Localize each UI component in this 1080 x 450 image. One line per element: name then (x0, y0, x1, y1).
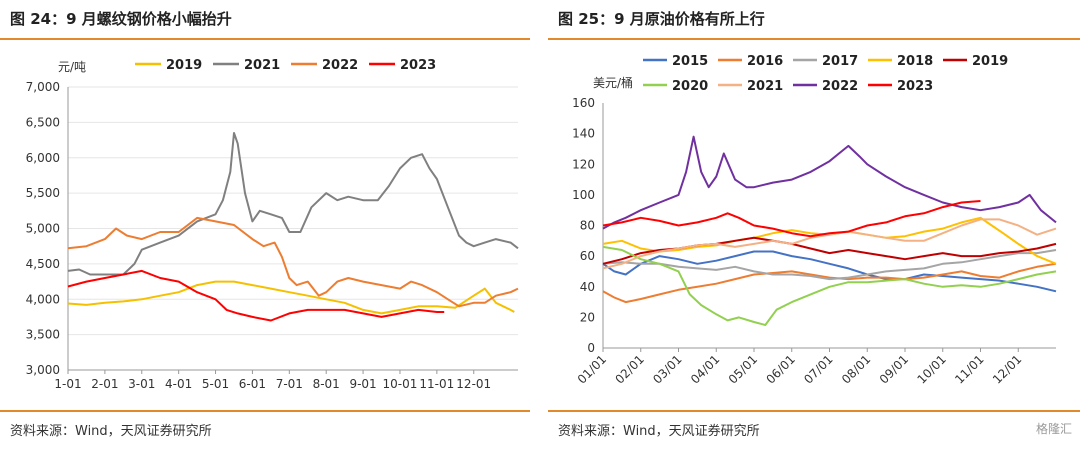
series-line-2023 (67, 269, 445, 322)
right-chart-title: 图 25：9 月原油价格有所上行 (558, 10, 765, 28)
legend-label-2017: 2017 (822, 54, 858, 69)
legend-label-2019: 2019 (972, 54, 1008, 69)
legend-label-2021: 2021 (747, 79, 783, 94)
y-tick-label: 140 (572, 127, 595, 141)
x-tick-label: 05/01 (726, 352, 760, 386)
y-tick-label: 4,500 (26, 257, 60, 271)
y-tick-label: 6,500 (26, 115, 60, 129)
legend-label-2022: 2022 (822, 79, 858, 94)
x-tick-label: 2-01 (91, 377, 118, 391)
y-tick-label: 5,000 (26, 222, 60, 236)
legend-label-2022: 2022 (322, 58, 358, 73)
legend-label-2021: 2021 (244, 58, 280, 73)
right-chart: 0 20 40 60 80 100 120 140 160 美元/桶 01/01 02/01 03/01… (572, 54, 1057, 387)
right-bottom-divider (548, 410, 1080, 412)
x-tick-label: 10/01 (915, 352, 949, 386)
series-line-2015 (602, 250, 1057, 293)
legend-label-2015: 2015 (672, 54, 708, 69)
x-tick-label: 5-01 (202, 377, 229, 391)
right-top-divider (548, 38, 1080, 40)
x-tick-label: 01/01 (575, 352, 609, 386)
y-axis-unit-label: 元/吨 (58, 60, 86, 74)
left-source-note: 资料来源：Wind，天风证券研究所 (10, 424, 212, 439)
y-tick-label: 3,000 (26, 363, 60, 377)
left-chart-title: 图 24：9 月螺纹钢价格小幅抬升 (10, 10, 232, 28)
x-tick-label: 09/01 (877, 352, 911, 386)
x-tick-label: 6-01 (239, 377, 266, 391)
left-chart: 3,000 3,500 4,000 4,500 5,000 5,500 6,000 6,500… (26, 58, 519, 391)
x-tick-label: 02/01 (613, 352, 647, 386)
x-tick-label: 4-01 (165, 377, 192, 391)
left-panel: 图 24：9 月螺纹钢价格小幅抬升 3,000 3,500 4,000 4,500 5,… (0, 0, 530, 450)
legend-label-2023: 2023 (400, 58, 436, 73)
y-axis-unit-label: 美元/桶 (593, 75, 633, 90)
series-line-2017 (602, 249, 1057, 281)
x-tick-label: 7-01 (276, 377, 303, 391)
series-line-2021 (602, 218, 1057, 270)
series-line-2022 (602, 135, 1057, 230)
y-tick-label: 40 (580, 280, 595, 294)
x-tick-label: 03/01 (650, 352, 684, 386)
x-tick-label: 11-01 (419, 377, 454, 391)
left-bottom-divider (0, 410, 530, 412)
x-tick-label: 10-01 (383, 377, 418, 391)
x-tick-label: 1-01 (54, 377, 81, 391)
legend-label-2019: 2019 (166, 58, 202, 73)
y-tick-label: 7,000 (26, 80, 60, 94)
series-line-2018 (602, 216, 1057, 265)
series-line-2019 (67, 280, 515, 315)
y-tick-label: 4,000 (26, 292, 60, 306)
right-panel: 图 25：9 月原油价格有所上行 0 20 40 60 80 100 120 140 160 美元… (548, 0, 1080, 450)
y-tick-label: 80 (580, 219, 595, 233)
series-line-2022 (67, 216, 519, 308)
y-tick-label: 100 (572, 188, 595, 202)
right-source-note: 资料来源：Wind，天风证券研究所 (558, 424, 760, 439)
legend-label-2020: 2020 (672, 79, 708, 94)
y-tick-label: 160 (572, 96, 595, 110)
y-tick-label: 120 (572, 157, 595, 171)
series-line-2020 (602, 245, 1057, 326)
x-tick-label: 3-01 (128, 377, 155, 391)
x-tick-label: 04/01 (688, 352, 722, 386)
x-tick-label: 8-01 (313, 377, 340, 391)
y-tick-label: 20 (580, 310, 595, 324)
legend-label-2016: 2016 (747, 54, 783, 69)
left-top-divider (0, 38, 530, 40)
watermark-logo: 格隆汇 (1035, 422, 1072, 436)
y-tick-label: 60 (580, 249, 595, 263)
x-tick-label: 12/01 (990, 352, 1024, 386)
x-tick-label: 08/01 (839, 352, 873, 386)
series-line-2016 (602, 262, 1057, 304)
legend-label-2018: 2018 (897, 54, 933, 69)
y-tick-label: 3,500 (26, 328, 60, 342)
y-tick-label: 6,000 (26, 151, 60, 165)
series-line-2021 (67, 132, 519, 276)
y-tick-label: 5,500 (26, 186, 60, 200)
x-tick-label: 06/01 (764, 352, 798, 386)
x-tick-label: 07/01 (801, 352, 835, 386)
y-tick-label: 0 (587, 341, 595, 355)
x-tick-label: 12-01 (456, 377, 491, 391)
x-tick-label: 11/01 (952, 352, 986, 386)
x-tick-label: 9-01 (349, 377, 376, 391)
legend-label-2023: 2023 (897, 79, 933, 94)
series-line-2023 (602, 200, 981, 238)
